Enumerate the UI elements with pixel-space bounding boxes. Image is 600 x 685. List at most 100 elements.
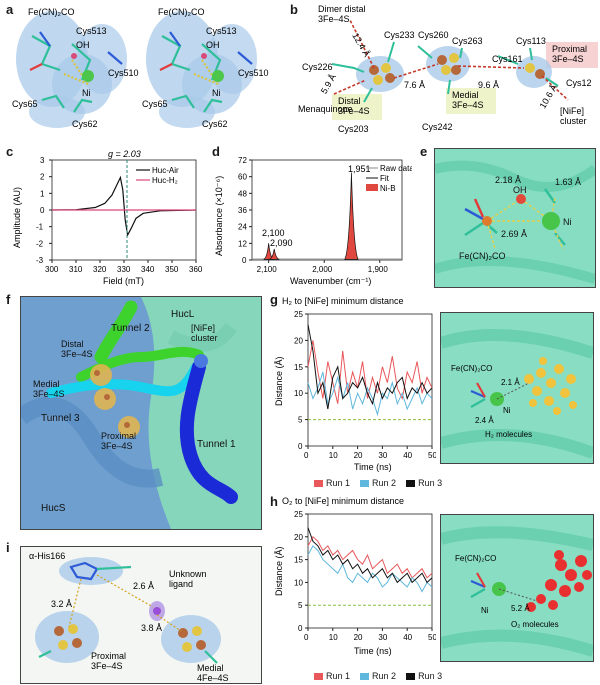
g-xtick-label: 0 xyxy=(304,451,309,460)
g-ytick-label: 25 xyxy=(294,310,303,319)
d-xtick-label: 2,000 xyxy=(312,265,333,274)
a-cys510-right: Cys510 xyxy=(238,68,269,78)
g-h2: H₂ molecules xyxy=(485,430,532,439)
d-xtick-label: 1,900 xyxy=(368,265,389,274)
c-ytick-label: 2 xyxy=(40,173,45,182)
h-legend-run1: Run 1 xyxy=(314,671,350,681)
i-his: α-His166 xyxy=(29,551,65,561)
f-clusters xyxy=(90,354,208,438)
h-series-line xyxy=(307,535,433,579)
h-legend: Run 1 Run 2 Run 3 xyxy=(314,671,442,681)
d-peak xyxy=(344,172,359,260)
oh-atom-right xyxy=(201,53,207,59)
h-ytick-label: 20 xyxy=(294,533,303,542)
h-title: O₂ to [NiFe] minimum distance xyxy=(282,496,404,506)
d-legend-fit: Fit xyxy=(380,174,390,183)
cluster-distal xyxy=(356,56,404,92)
g-axes: 0 10 20 30 40 50 0 5 10 15 20 25 xyxy=(294,310,436,460)
a-cys65-right: Cys65 xyxy=(142,99,168,109)
g-ylabel: Distance (Å) xyxy=(274,356,284,406)
e-fe: Fe(CN)₂CO xyxy=(459,251,506,261)
i-medial: Medial 4Fe–4S xyxy=(197,663,229,683)
c-ytick-label: 3 xyxy=(40,156,45,165)
f-nife: [NiFe] cluster xyxy=(191,323,218,343)
density-right xyxy=(146,11,257,128)
chart-ftir: 2,100 2,000 1,900 0 12 24 36 48 60 72 1,951 2,100… xyxy=(214,156,412,286)
c-ytick-label: -3 xyxy=(36,256,44,265)
b-cys113: Cys113 xyxy=(516,36,546,46)
distal-label-bg xyxy=(332,94,382,120)
d-ytick-label: 48 xyxy=(238,189,247,198)
panel-e-box: 2.18 Å OH 1.63 Å 2.69 Å Ni Fe(CN)₂CO xyxy=(434,148,596,288)
g-ytick-label: 10 xyxy=(294,389,303,398)
panel-letter-i: i xyxy=(6,540,10,555)
f-proximal: Proximal 3Fe–4S xyxy=(101,431,136,451)
c-xtick-label: 330 xyxy=(117,265,131,274)
h-o2-cloud xyxy=(526,550,592,612)
h-o2: O₂ molecules xyxy=(511,620,559,629)
a-fe-label-right: Fe(CN)₂CO xyxy=(158,7,205,17)
h-xlabel: Time (ns) xyxy=(354,646,392,656)
g-run2-label: Run 2 xyxy=(372,478,397,488)
c-series-line xyxy=(51,175,197,237)
ni-atom-left xyxy=(82,70,94,82)
f-hucl: HucL xyxy=(171,309,195,320)
ni-atom-right xyxy=(212,70,224,82)
b-medial: Medial 3Fe–4S xyxy=(452,90,484,110)
d-peak1: 1,951 xyxy=(348,164,371,174)
panel-letter-f: f xyxy=(6,292,11,307)
b-cys233: Cys233 xyxy=(384,30,415,40)
g-d2: 2.4 Å xyxy=(475,416,494,425)
c-ytick-label: -2 xyxy=(36,239,44,248)
h-axes: 0 10 20 30 40 50 0 5 10 15 20 25 xyxy=(294,510,436,642)
g-ytick-label: 20 xyxy=(294,336,303,345)
d-ytick-label: 36 xyxy=(238,206,247,215)
h-xtick-label: 50 xyxy=(428,633,436,642)
f-tunnel1: Tunnel 1 xyxy=(197,439,236,450)
f-tunnel2: Tunnel 2 xyxy=(111,323,150,334)
a-cys62-left: Cys62 xyxy=(72,119,98,129)
b-cys260: Cys260 xyxy=(418,30,449,40)
g-title: H₂ to [NiFe] minimum distance xyxy=(282,296,404,306)
i-proximal-cluster xyxy=(54,624,82,650)
d-peak2: 2,100 xyxy=(262,228,285,238)
panel-letter-a: a xyxy=(6,2,14,17)
i-proximal: Proximal 3Fe–4S xyxy=(91,651,126,671)
h-xtick-label: 30 xyxy=(378,633,387,642)
c-xtick-label: 310 xyxy=(69,265,83,274)
i-ligand-atom xyxy=(153,607,161,615)
g-legend-run3: Run 3 xyxy=(406,478,442,488)
g-fe: Fe(CN)₂CO xyxy=(451,364,492,373)
h-legend-run3: Run 3 xyxy=(406,671,442,681)
b-cys242: Cys242 xyxy=(422,122,453,132)
cluster-proximal xyxy=(516,56,552,88)
g-series-line xyxy=(307,340,433,404)
c-xtick-label: 340 xyxy=(141,265,155,274)
g-legend: Run 1 Run 2 Run 3 xyxy=(314,478,442,488)
b-cys203: Cys203 xyxy=(338,124,369,134)
panel-a-structure: Fe(CN)₂CO Cys513 OH Cys510 Ni Cys65 Cys6… xyxy=(12,7,269,129)
d-peak xyxy=(269,248,280,260)
d-ylabel: Absorbance (×10⁻⁶) xyxy=(214,176,224,256)
h-ytick-label: 5 xyxy=(298,601,303,610)
c-series xyxy=(51,175,197,237)
i-unknown: Unknown ligand xyxy=(169,569,207,589)
h-run1-label: Run 1 xyxy=(326,671,351,681)
h-legend-run2: Run 2 xyxy=(360,671,396,681)
d-ytick-label: 12 xyxy=(238,239,247,248)
f-distal: Distal 3Fe–4S xyxy=(61,339,93,359)
g-xtick-label: 40 xyxy=(403,451,412,460)
f-tunnel3: Tunnel 3 xyxy=(41,413,80,424)
f-hucs: HucS xyxy=(41,503,66,514)
h-xtick-label: 40 xyxy=(403,633,412,642)
cluster-medial xyxy=(426,46,470,82)
panel-letter-b: b xyxy=(290,2,298,17)
c-ytick-label: 1 xyxy=(40,189,45,198)
f-tunnel3 xyxy=(46,362,201,398)
chart-h2-distance: H₂ to [NiFe] minimum distance 0 10 20 30 40 5… xyxy=(274,296,436,472)
chart-o2-distance: O₂ to [NiFe] minimum distance 0 10 20 30 40 5… xyxy=(274,496,436,656)
e-ni: Ni xyxy=(563,217,572,227)
d-xtick-label: 2,100 xyxy=(257,265,278,274)
c-xtick-label: 350 xyxy=(165,265,179,274)
a-oh-right: OH xyxy=(206,40,220,50)
